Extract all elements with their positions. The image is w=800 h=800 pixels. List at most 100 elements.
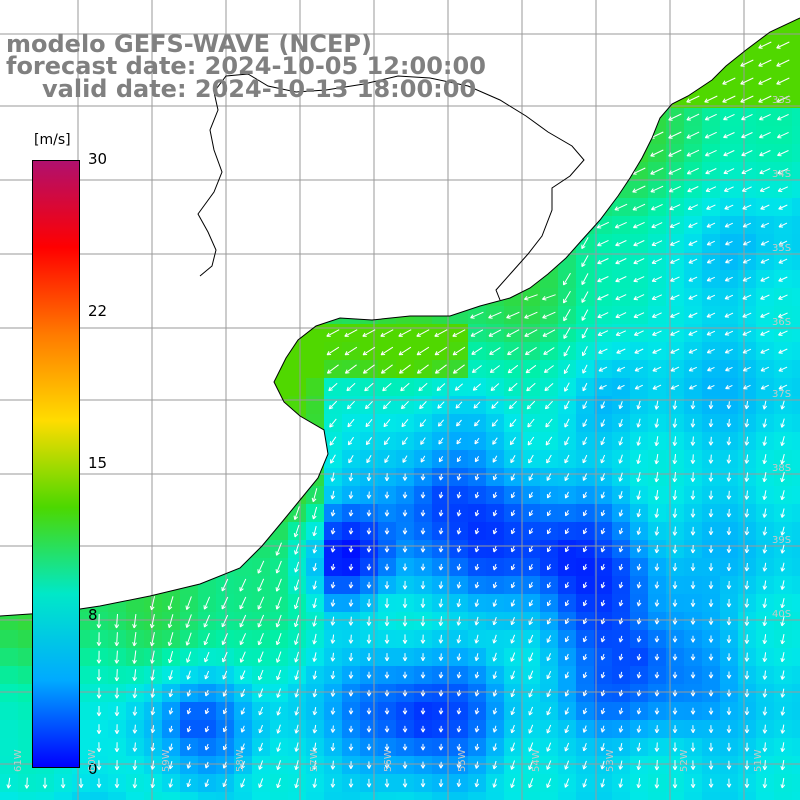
wind-arrow — [204, 743, 210, 751]
wind-arrow — [708, 725, 714, 734]
wind-arrow — [762, 670, 768, 680]
wind-arrow — [346, 400, 355, 410]
wind-arrow — [726, 527, 732, 536]
wind-speed-cell — [0, 756, 18, 774]
wind-arrow — [708, 563, 714, 572]
wind-arrow — [688, 366, 698, 372]
wind-arrow — [760, 294, 770, 300]
wind-speed-cell — [144, 792, 162, 800]
wind-arrow — [707, 366, 715, 372]
wind-arrow — [456, 598, 462, 608]
wind-arrow — [330, 743, 336, 752]
wind-arrow — [312, 544, 318, 554]
wind-arrow — [438, 671, 444, 679]
wind-arrow — [636, 563, 642, 571]
wind-speed-cell — [414, 792, 432, 800]
wind-arrow — [670, 258, 680, 264]
wind-arrow — [402, 761, 408, 769]
wind-arrow — [456, 616, 462, 626]
wind-arrow — [474, 581, 480, 589]
wind-arrow — [276, 669, 282, 681]
wind-arrow — [382, 400, 391, 410]
wind-arrow — [402, 545, 408, 553]
wind-arrow — [597, 294, 609, 301]
wind-arrow — [366, 455, 372, 464]
wind-arrow — [294, 706, 300, 716]
latitude-label: 34S — [772, 169, 792, 180]
wind-speed-cell — [162, 792, 180, 800]
wind-arrow — [330, 581, 336, 589]
wind-arrow — [185, 614, 192, 628]
wind-arrow — [636, 671, 642, 679]
wind-arrow — [741, 113, 753, 121]
wind-arrow — [618, 742, 624, 752]
wind-arrow — [724, 222, 734, 228]
wind-arrow — [758, 95, 772, 103]
wind-arrow — [474, 689, 480, 697]
wind-arrow — [744, 778, 750, 788]
wind-speed-cell — [792, 720, 800, 738]
wind-arrow — [690, 689, 696, 697]
wind-arrow — [258, 688, 264, 698]
wind-arrow — [221, 633, 228, 646]
wind-arrow — [615, 258, 627, 265]
wind-arrow — [780, 724, 786, 734]
wind-arrow — [420, 437, 426, 445]
wind-arrow — [582, 725, 588, 733]
wind-arrow — [507, 364, 519, 374]
longitude-label: 56W — [383, 749, 394, 772]
wind-arrow — [742, 204, 752, 210]
wind-arrow — [650, 167, 664, 175]
wind-arrow — [672, 635, 678, 643]
wind-speed-cell — [396, 792, 414, 800]
wind-arrow — [419, 419, 427, 427]
wind-arrow — [474, 419, 480, 427]
wind-arrow — [564, 635, 570, 643]
wind-arrow — [420, 598, 426, 608]
wind-arrow — [600, 778, 605, 788]
wind-speed-cell — [792, 252, 800, 270]
wind-arrow — [400, 400, 409, 410]
wind-arrow — [617, 384, 625, 390]
wind-arrow — [204, 670, 210, 680]
wind-arrow — [672, 725, 678, 734]
wind-arrow — [724, 348, 733, 354]
wind-arrow — [762, 688, 768, 698]
longitude-label: 55W — [457, 749, 468, 772]
wind-arrow — [456, 419, 462, 427]
longitude-label: 54W — [531, 749, 542, 772]
wind-arrow — [690, 671, 696, 679]
wind-arrow — [528, 724, 534, 734]
wind-arrow — [780, 652, 785, 663]
wind-arrow — [762, 724, 768, 734]
wind-arrow — [186, 707, 192, 715]
wind-speed-cell — [54, 792, 72, 800]
wind-arrow — [654, 471, 660, 483]
wind-arrow — [778, 294, 788, 300]
wind-speed-cell — [792, 594, 800, 612]
wind-arrow — [672, 653, 678, 661]
wind-arrow — [600, 653, 606, 661]
wind-arrow — [616, 348, 626, 354]
wind-arrow — [654, 617, 660, 625]
wind-arrow — [741, 132, 753, 139]
wind-arrow — [402, 634, 408, 644]
wind-arrow — [742, 240, 751, 246]
wind-arrow — [78, 778, 84, 788]
wind-arrow — [416, 329, 430, 337]
wind-arrow — [600, 635, 606, 643]
wind-speed-cell — [594, 792, 612, 800]
wind-arrow — [740, 77, 754, 85]
wind-arrow — [672, 563, 678, 572]
wind-arrow — [346, 382, 356, 392]
wind-arrow — [330, 652, 336, 662]
wind-arrow — [582, 689, 588, 697]
wind-arrow — [634, 384, 644, 390]
wind-arrow — [276, 778, 281, 789]
wind-speed-cell — [756, 792, 774, 800]
latitude-label: 33S — [772, 95, 792, 106]
wind-arrow — [510, 778, 515, 789]
wind-arrow — [654, 563, 660, 571]
wind-arrow — [672, 760, 678, 771]
wind-speed-cell — [0, 720, 18, 738]
